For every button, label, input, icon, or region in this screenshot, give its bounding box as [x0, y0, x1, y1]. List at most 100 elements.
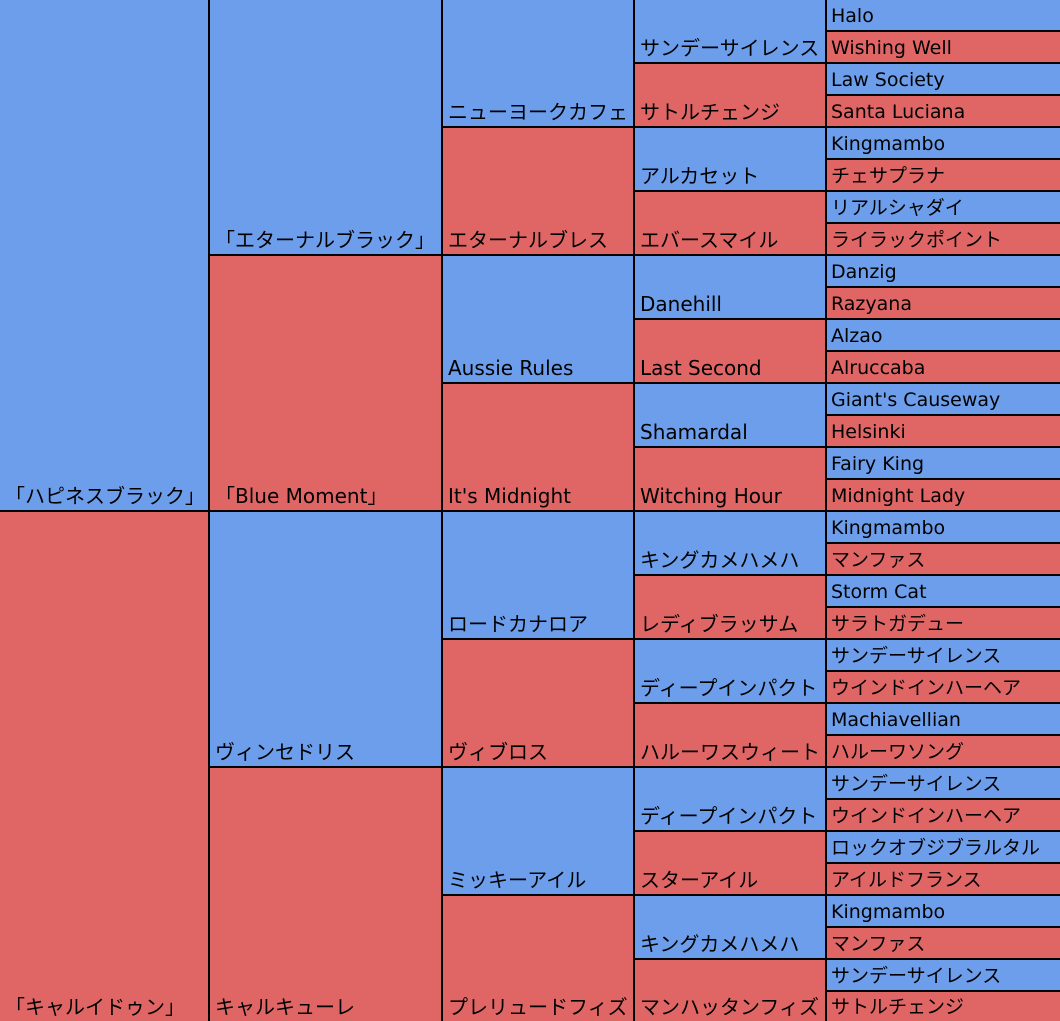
- pedigree-gen3-sire-cell: ミッキーアイル: [443, 768, 633, 894]
- horse-name: Halo: [831, 5, 874, 27]
- pedigree-gen4-sire-cell: サンデーサイレンス: [635, 0, 825, 62]
- pedigree-gen5-sire-cell: Danzig: [827, 256, 1060, 286]
- horse-name: サンデーサイレンス: [831, 645, 1002, 667]
- horse-name: プレリュードフィズ: [448, 995, 628, 1019]
- pedigree-gen5-dam-cell: Santa Luciana: [827, 96, 1060, 126]
- horse-name: Giant's Causeway: [831, 389, 1001, 411]
- horse-name: Fairy King: [831, 453, 925, 475]
- pedigree-gen2-sire-cell: 「エターナルブラック」: [210, 0, 441, 254]
- pedigree-gen1-sire-cell: 「ハピネスブラック」: [0, 0, 208, 510]
- horse-name: 「Blue Moment」: [215, 484, 388, 508]
- horse-name: マンファス: [831, 549, 926, 571]
- pedigree-gen5-sire-cell: Law Society: [827, 64, 1060, 94]
- pedigree-gen4-dam-cell: スターアイル: [635, 832, 825, 894]
- horse-name: サンデーサイレンス: [831, 965, 1002, 987]
- pedigree-gen4-dam-cell: Last Second: [635, 320, 825, 382]
- pedigree-gen5-sire-cell: Machiavellian: [827, 704, 1060, 734]
- horse-name: エバースマイル: [640, 228, 779, 252]
- pedigree-gen5-dam-cell: ウインドインハーヘア: [827, 672, 1060, 702]
- pedigree-gen5-dam-cell: Helsinki: [827, 416, 1060, 446]
- horse-name: Kingmambo: [831, 133, 946, 155]
- horse-name: 「キャルイドゥン」: [5, 995, 185, 1019]
- pedigree-gen2-sire-cell: ヴィンセドリス: [210, 512, 441, 766]
- pedigree-gen5-dam-cell: マンファス: [827, 544, 1060, 574]
- horse-name: ハルーワスウィート: [640, 740, 820, 764]
- horse-name: マンファス: [831, 933, 926, 955]
- horse-name: アイルドフランス: [831, 869, 982, 891]
- pedigree-gen4-dam-cell: Witching Hour: [635, 448, 825, 510]
- horse-name: キャルキューレ: [215, 995, 355, 1019]
- pedigree-gen5-dam-cell: サラトガデュー: [827, 608, 1060, 638]
- horse-name: チェサプラナ: [831, 165, 946, 187]
- pedigree-gen1-dam-cell: 「キャルイドゥン」: [0, 512, 208, 1021]
- pedigree-gen4-sire-cell: Shamardal: [635, 384, 825, 446]
- horse-name: Danzig: [831, 261, 897, 283]
- pedigree-gen5-dam-cell: サトルチェンジ: [827, 992, 1060, 1021]
- pedigree-gen5-sire-cell: Fairy King: [827, 448, 1060, 478]
- horse-name: Shamardal: [640, 420, 748, 444]
- horse-name: ディープインパクト: [640, 804, 818, 828]
- pedigree-gen3-dam-cell: エターナルブレス: [443, 128, 633, 254]
- pedigree-gen4-sire-cell: Danehill: [635, 256, 825, 318]
- pedigree-gen5-dam-cell: Alruccaba: [827, 352, 1060, 382]
- horse-name: サラトガデュー: [831, 613, 965, 635]
- pedigree-gen3-sire-cell: ニューヨークカフェ: [443, 0, 633, 126]
- pedigree-gen5-dam-cell: Razyana: [827, 288, 1060, 318]
- horse-name: Storm Cat: [831, 581, 927, 603]
- pedigree-gen4-sire-cell: ディープインパクト: [635, 768, 825, 830]
- pedigree-gen5-sire-cell: ロックオブジブラルタル: [827, 832, 1060, 862]
- pedigree-gen4-dam-cell: マンハッタンフィズ: [635, 960, 825, 1021]
- horse-name: ライラックポイント: [831, 229, 1003, 251]
- pedigree-gen3-dam-cell: It's Midnight: [443, 384, 633, 510]
- pedigree-gen4-sire-cell: アルカセット: [635, 128, 825, 190]
- pedigree-gen5-sire-cell: サンデーサイレンス: [827, 768, 1060, 798]
- pedigree-gen4-dam-cell: エバースマイル: [635, 192, 825, 254]
- horse-name: ウインドインハーヘア: [831, 677, 1022, 699]
- horse-name: サンデーサイレンス: [640, 36, 820, 60]
- pedigree-gen5-dam-cell: ハルーワソング: [827, 736, 1060, 766]
- horse-name: ヴィンセドリス: [215, 740, 355, 764]
- horse-name: キングカメハメハ: [640, 932, 800, 956]
- horse-name: Wishing Well: [831, 37, 952, 59]
- horse-name: Alruccaba: [831, 357, 926, 379]
- pedigree-gen5-sire-cell: Kingmambo: [827, 512, 1060, 542]
- horse-name: Midnight Lady: [831, 485, 966, 507]
- horse-name: Aussie Rules: [448, 356, 574, 380]
- horse-name: ディープインパクト: [640, 676, 818, 700]
- pedigree-gen5-sire-cell: Giant's Causeway: [827, 384, 1060, 414]
- horse-name: Kingmambo: [831, 517, 946, 539]
- pedigree-gen3-sire-cell: ロードカナロア: [443, 512, 633, 638]
- horse-name: 「エターナルブラック」: [215, 228, 435, 252]
- pedigree-gen4-sire-cell: キングカメハメハ: [635, 512, 825, 574]
- horse-name: 「ハピネスブラック」: [5, 484, 205, 508]
- horse-name: スターアイル: [640, 868, 759, 892]
- pedigree-gen5-sire-cell: サンデーサイレンス: [827, 640, 1060, 670]
- horse-name: サトルチェンジ: [640, 100, 780, 124]
- horse-name: Kingmambo: [831, 901, 946, 923]
- pedigree-gen5-sire-cell: Halo: [827, 0, 1060, 30]
- pedigree-gen3-dam-cell: ヴィブロス: [443, 640, 633, 766]
- pedigree-gen5-dam-cell: チェサプラナ: [827, 160, 1060, 190]
- horse-name: ロードカナロア: [448, 612, 588, 636]
- horse-name: エターナルブレス: [448, 228, 608, 252]
- pedigree-gen5-sire-cell: Storm Cat: [827, 576, 1060, 606]
- horse-name: Alzao: [831, 325, 883, 347]
- pedigree-gen3-sire-cell: Aussie Rules: [443, 256, 633, 382]
- horse-name: Witching Hour: [640, 484, 782, 508]
- horse-name: Last Second: [640, 356, 762, 380]
- horse-name: ニューヨークカフェ: [448, 100, 628, 124]
- horse-name: Razyana: [831, 293, 912, 315]
- horse-name: アルカセット: [640, 164, 760, 188]
- horse-name: Santa Luciana: [831, 101, 966, 123]
- pedigree-gen5-dam-cell: ライラックポイント: [827, 224, 1060, 254]
- horse-name: ヴィブロス: [448, 740, 548, 764]
- pedigree-gen4-sire-cell: ディープインパクト: [635, 640, 825, 702]
- pedigree-gen5-dam-cell: Wishing Well: [827, 32, 1060, 62]
- pedigree-gen5-sire-cell: サンデーサイレンス: [827, 960, 1060, 990]
- pedigree-gen4-dam-cell: ハルーワスウィート: [635, 704, 825, 766]
- pedigree-gen3-dam-cell: プレリュードフィズ: [443, 896, 633, 1021]
- pedigree-gen5-sire-cell: Alzao: [827, 320, 1060, 350]
- horse-name: サトルチェンジ: [831, 996, 965, 1018]
- pedigree-gen4-sire-cell: キングカメハメハ: [635, 896, 825, 958]
